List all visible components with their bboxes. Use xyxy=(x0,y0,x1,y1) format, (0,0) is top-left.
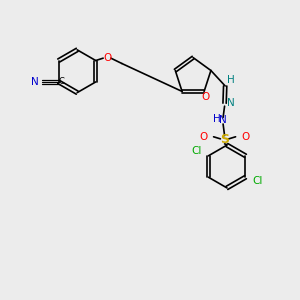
Text: N: N xyxy=(226,98,234,108)
Text: N: N xyxy=(31,77,39,87)
Text: H: H xyxy=(227,75,235,85)
Text: Cl: Cl xyxy=(191,146,201,156)
Text: O: O xyxy=(241,132,250,142)
Text: Cl: Cl xyxy=(253,176,263,186)
Text: C: C xyxy=(58,77,64,86)
Text: H: H xyxy=(213,114,220,124)
Text: O: O xyxy=(103,53,111,63)
Text: O: O xyxy=(200,132,208,142)
Text: S: S xyxy=(220,133,229,146)
Text: N: N xyxy=(219,116,227,125)
Text: O: O xyxy=(201,92,209,102)
